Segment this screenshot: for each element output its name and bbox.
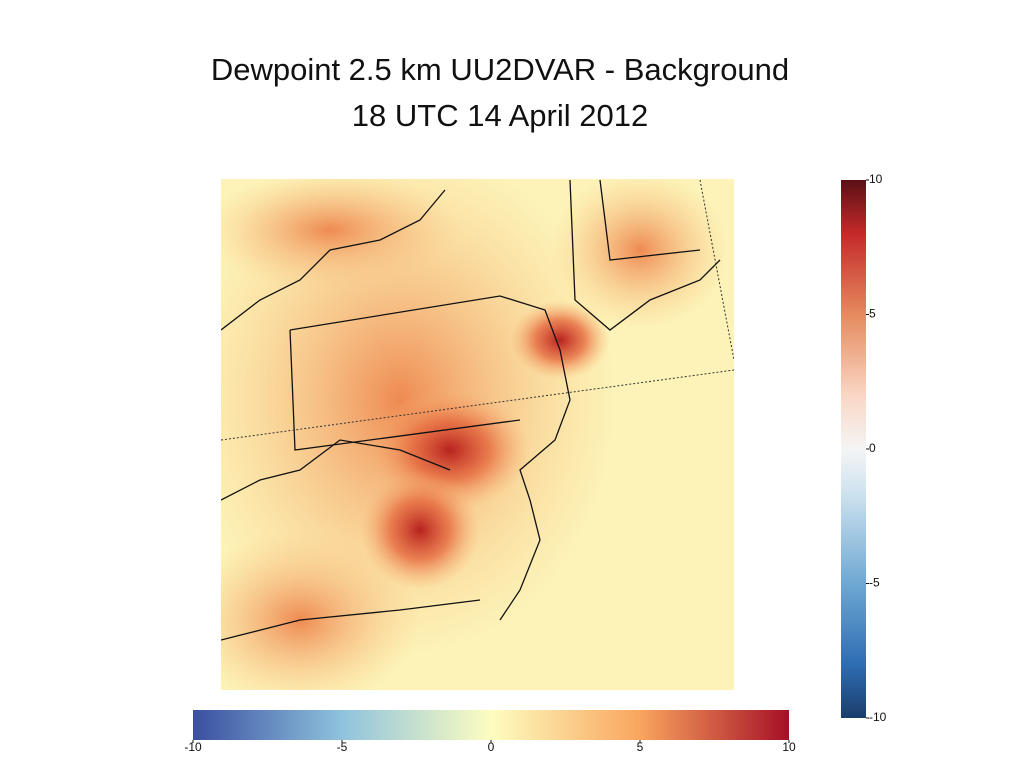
title-line: 18 UTC 14 April 2012 — [351, 98, 649, 133]
tick-label: 5 — [869, 307, 876, 321]
colorbar — [193, 710, 789, 740]
tick-label: 10 — [869, 172, 883, 186]
tick-label: -10 — [869, 710, 887, 724]
tick-label: -10 — [184, 740, 202, 754]
map — [221, 179, 734, 690]
tick-label: -5 — [337, 740, 348, 754]
tick-label: 0 — [488, 740, 495, 754]
title-line: Dewpoint 2.5 km UU2DVAR - Background — [210, 52, 790, 87]
tick-label: 10 — [782, 740, 796, 754]
tick-label: 5 — [637, 740, 644, 754]
colorbar — [841, 180, 866, 718]
tick-label: -5 — [869, 576, 880, 590]
tick-label: 0 — [869, 441, 876, 455]
